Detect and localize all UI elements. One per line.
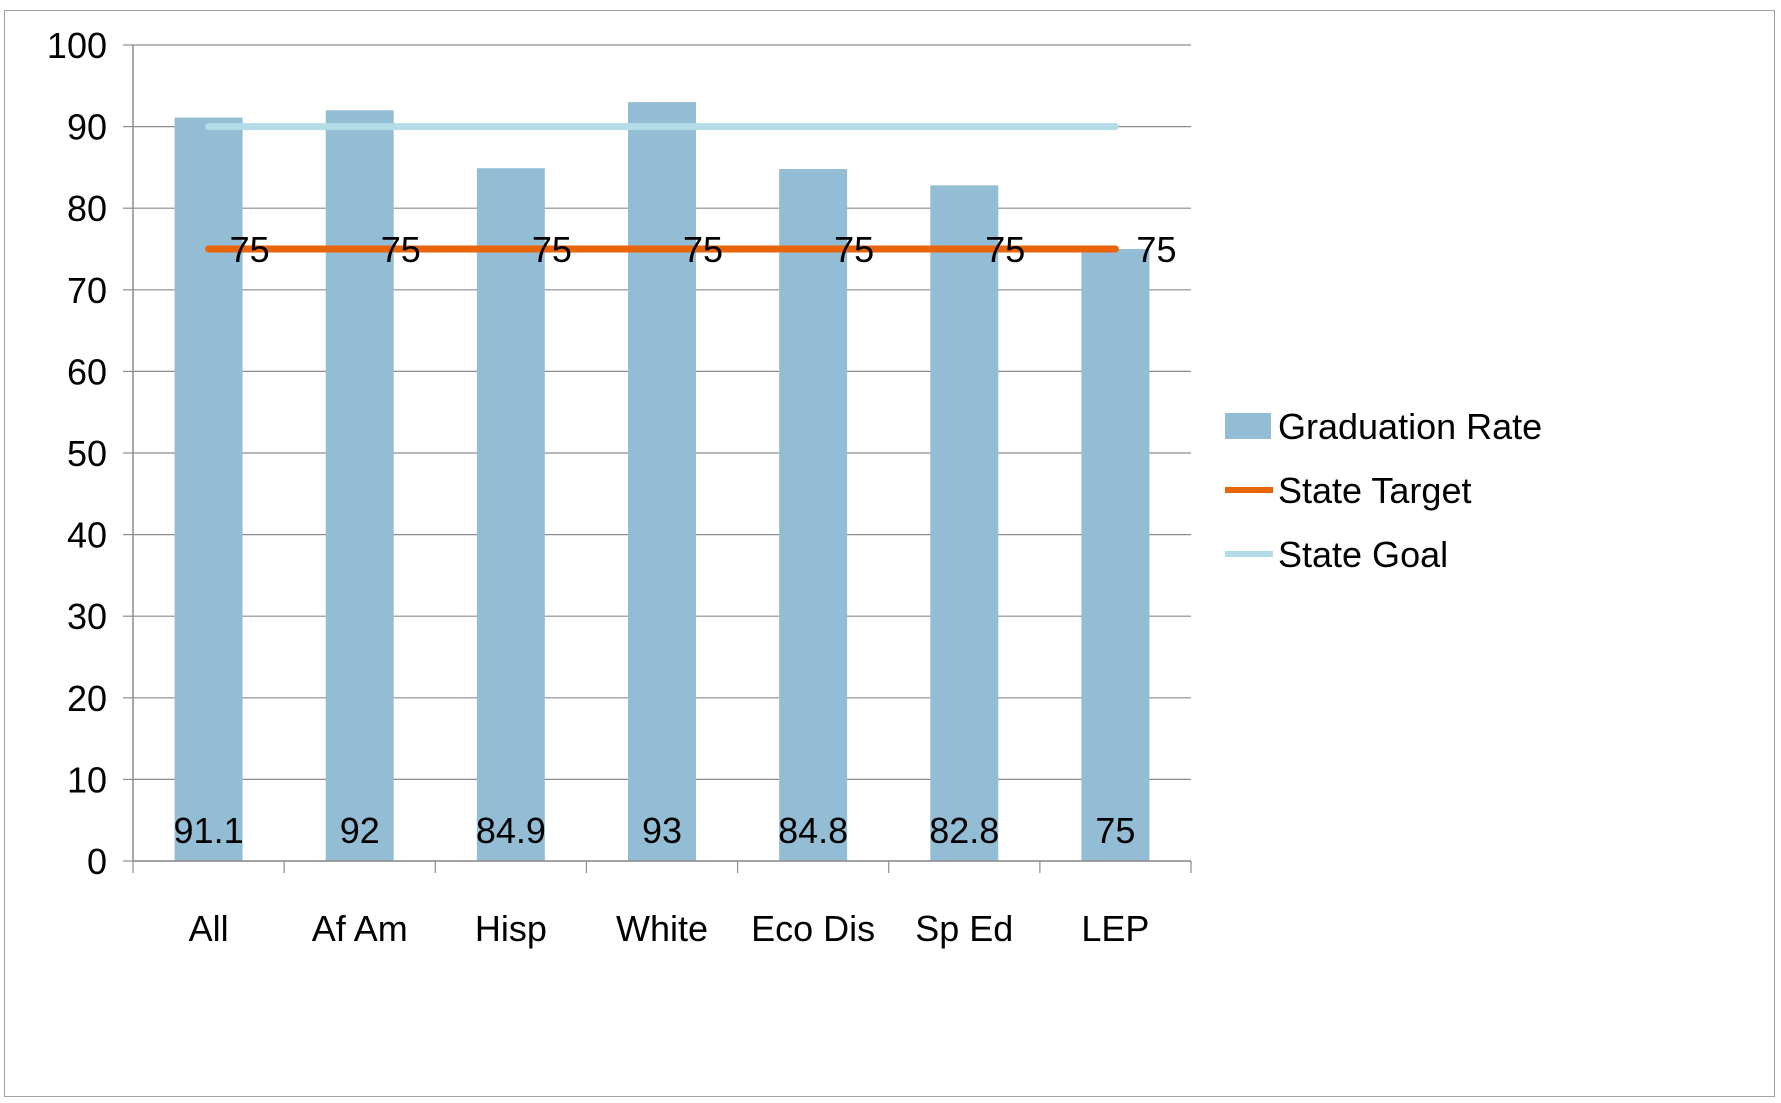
bar-lep — [1081, 249, 1150, 861]
line-data-label: 75 — [532, 229, 572, 270]
bar-series-graduation-rate — [174, 102, 1150, 862]
y-tick-label: 60 — [67, 351, 107, 392]
bar-sp-ed — [930, 185, 999, 862]
y-tick-label: 80 — [67, 188, 107, 229]
legend-label: State Goal — [1278, 534, 1448, 575]
x-category-label: Af Am — [312, 908, 408, 949]
bar-white — [628, 102, 696, 862]
bar-data-label: 82.8 — [929, 810, 999, 851]
line-data-label: 75 — [1136, 229, 1176, 270]
bar-data-label: 84.8 — [778, 810, 848, 851]
line-data-label: 75 — [834, 229, 874, 270]
y-tick-label: 10 — [67, 759, 107, 800]
legend-label: Graduation Rate — [1278, 406, 1542, 447]
y-tick-label: 70 — [67, 270, 107, 311]
bar-af-am — [325, 110, 394, 861]
y-tick-label: 20 — [67, 678, 107, 719]
line-data-label: 75 — [381, 229, 421, 270]
bar-all — [174, 117, 243, 861]
x-category-label: Hisp — [475, 908, 547, 949]
legend-swatch-graduation-rate — [1225, 413, 1271, 439]
y-tick-label: 90 — [67, 107, 107, 148]
chart-frame: 0 10 20 30 40 50 60 70 80 90 100 All Af Am Hisp White E… — [4, 10, 1775, 1097]
axes: 0 10 20 30 40 50 60 70 80 90 100 All Af Am Hisp White E… — [47, 25, 1192, 949]
data-labels: 91.1 92 84.9 93 84.8 82.8 75 75 75 75 75 75 75 75 — [174, 229, 1177, 851]
y-tick-label: 0 — [87, 841, 107, 882]
legend: Graduation Rate State Target State Goal — [1225, 406, 1542, 575]
bar-data-label: 93 — [642, 810, 682, 851]
line-data-label: 75 — [985, 229, 1025, 270]
legend-label: State Target — [1278, 470, 1471, 511]
x-category-label: Eco Dis — [751, 908, 875, 949]
bar-data-label: 75 — [1095, 810, 1135, 851]
line-series — [205, 123, 1119, 253]
line-data-label: 75 — [683, 229, 723, 270]
x-category-label: Sp Ed — [915, 908, 1013, 949]
x-category-label: LEP — [1081, 908, 1149, 949]
x-category-label: All — [189, 908, 229, 949]
bar-data-label: 92 — [340, 810, 380, 851]
y-tick-label: 40 — [67, 515, 107, 556]
line-data-label: 75 — [230, 229, 270, 270]
bar-eco-dis — [779, 169, 848, 862]
y-tick-label: 100 — [47, 25, 107, 66]
bar-hisp — [476, 168, 545, 861]
bar-data-label: 91.1 — [174, 810, 244, 851]
x-category-label: White — [616, 908, 708, 949]
y-tick-label: 50 — [67, 433, 107, 474]
graduation-rate-chart: 0 10 20 30 40 50 60 70 80 90 100 All Af Am Hisp White E… — [47, 25, 1542, 949]
y-tick-label: 30 — [67, 596, 107, 637]
bar-data-label: 84.9 — [476, 810, 546, 851]
